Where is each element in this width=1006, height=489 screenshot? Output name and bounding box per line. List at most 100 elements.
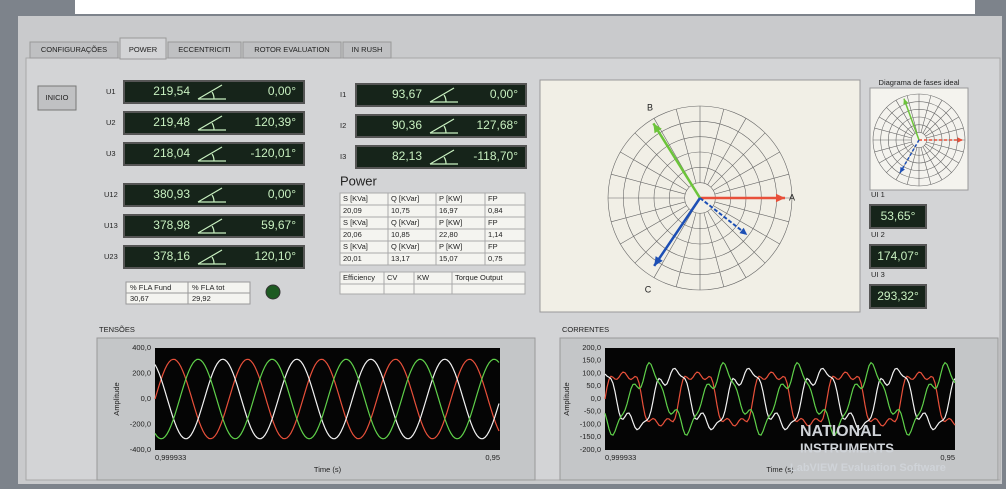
indicator-label: I3 bbox=[340, 152, 346, 161]
indicator-angle: 120,10° bbox=[254, 249, 296, 263]
indicator-angle: 0,00° bbox=[268, 84, 296, 98]
efficiency-cell bbox=[414, 284, 452, 294]
fla-value: 30,67 bbox=[130, 294, 149, 303]
y-tick-label: -200,0 bbox=[130, 419, 151, 428]
y-tick-label: 0,0 bbox=[591, 394, 601, 403]
fla-header: % FLA Fund bbox=[130, 283, 171, 292]
angle-indicator-value: 53,65° bbox=[881, 209, 916, 223]
power-cell-text: FP bbox=[488, 218, 498, 227]
tab-label: ECCENTRICITI bbox=[178, 45, 231, 54]
indicator-label: U3 bbox=[106, 149, 116, 158]
indicator-magnitude: 93,67 bbox=[392, 87, 422, 101]
phasor-label: A bbox=[789, 192, 795, 202]
ideal-title: Diagrama de fases ideal bbox=[879, 78, 960, 87]
indicator-angle: -118,70° bbox=[473, 149, 518, 163]
indicator-angle: 127,68° bbox=[476, 118, 518, 132]
y-tick-label: 0,0 bbox=[141, 394, 151, 403]
status-led bbox=[266, 285, 280, 299]
indicator-magnitude: 218,04 bbox=[153, 146, 190, 160]
indicator-magnitude: 378,16 bbox=[153, 249, 190, 263]
x-tick-label: 0,999933 bbox=[155, 453, 186, 462]
y-tick-label: -150,0 bbox=[580, 432, 601, 441]
x-axis-label: Time (s) bbox=[314, 465, 342, 474]
power-cell-text: FP bbox=[488, 194, 498, 203]
y-tick-label: -400,0 bbox=[130, 445, 151, 454]
phasor-label: B bbox=[647, 102, 653, 112]
angle-indicator-label: UI 1 bbox=[871, 190, 885, 199]
indicator-angle: 120,39° bbox=[254, 115, 296, 129]
power-cell-text: S [KVa] bbox=[343, 194, 368, 203]
indicator-magnitude: 378,98 bbox=[153, 218, 190, 232]
indicator-label: I2 bbox=[340, 121, 346, 130]
indicator-angle: 0,00° bbox=[490, 87, 518, 101]
efficiency-header: CV bbox=[387, 273, 397, 282]
power-cell-text: Q [KVar] bbox=[391, 194, 419, 203]
power-cell-text: 15,07 bbox=[439, 254, 458, 263]
power-cell-text: S [KVa] bbox=[343, 218, 368, 227]
efficiency-header: Efficiency bbox=[343, 273, 375, 282]
indicator-label: U23 bbox=[104, 252, 118, 261]
angle-indicator-label: UI 2 bbox=[871, 230, 885, 239]
indicator-label: U12 bbox=[104, 190, 118, 199]
y-tick-label: 100,0 bbox=[582, 368, 601, 377]
y-tick-label: 150,0 bbox=[582, 356, 601, 365]
power-cell-text: 22,80 bbox=[439, 230, 458, 239]
indicator-magnitude: 380,93 bbox=[153, 187, 190, 201]
y-tick-label: 400,0 bbox=[132, 343, 151, 352]
x-tick-label: 0,95 bbox=[485, 453, 500, 462]
y-tick-label: 50,0 bbox=[586, 381, 601, 390]
indicator-label: U13 bbox=[104, 221, 118, 230]
indicator-label: U2 bbox=[106, 118, 116, 127]
power-cell-text: 10,75 bbox=[391, 206, 410, 215]
watermark: LabVIEW Evaluation Software bbox=[790, 462, 946, 474]
power-cell-text: 1,14 bbox=[488, 230, 503, 239]
fla-value: 29,92 bbox=[192, 294, 211, 303]
x-tick-label: 0,999933 bbox=[605, 453, 636, 462]
tab-label: ROTOR EVALUATION bbox=[254, 45, 329, 54]
indicator-magnitude: 82,13 bbox=[392, 149, 422, 163]
angle-indicator-label: UI 3 bbox=[871, 270, 885, 279]
page: {"tabs": ["CONFIGURAÇÕES", "POWER", "ECC… bbox=[0, 0, 1006, 489]
y-tick-label: 200,0 bbox=[132, 368, 151, 377]
tab-label: POWER bbox=[129, 45, 158, 54]
power-cell-text: 16,97 bbox=[439, 206, 458, 215]
power-cell-text: P [KW] bbox=[439, 218, 462, 227]
indicator-magnitude: 90,36 bbox=[392, 118, 422, 132]
efficiency-header: KW bbox=[417, 273, 430, 282]
power-cell-text: 20,01 bbox=[343, 254, 362, 263]
efficiency-cell bbox=[452, 284, 525, 294]
y-axis-label: Amplitude bbox=[112, 382, 121, 415]
phasor-label: C bbox=[645, 284, 652, 294]
y-tick-label: -50,0 bbox=[584, 407, 601, 416]
graph-plot bbox=[605, 348, 955, 450]
graph-title: TENSÕES bbox=[99, 325, 135, 334]
x-tick-label: 0,95 bbox=[940, 453, 955, 462]
y-axis-label: Amplitude bbox=[562, 382, 571, 415]
start-button-label: INICIO bbox=[46, 93, 69, 102]
efficiency-header: Torque Output bbox=[455, 273, 503, 282]
y-tick-label: -200,0 bbox=[580, 445, 601, 454]
watermark: INSTRUMENTS bbox=[800, 440, 894, 455]
power-cell-text: 0,84 bbox=[488, 206, 503, 215]
indicator-label: U1 bbox=[106, 87, 116, 96]
screen: CONFIGURAÇÕESPOWERECCENTRICITIROTOR EVAL… bbox=[0, 0, 1006, 489]
indicator-magnitude: 219,54 bbox=[153, 84, 190, 98]
power-cell-text: Q [KVar] bbox=[391, 218, 419, 227]
power-title: Power bbox=[340, 173, 378, 188]
indicator-angle: 0,00° bbox=[268, 187, 296, 201]
efficiency-cell bbox=[384, 284, 414, 294]
power-cell-text: 13,17 bbox=[391, 254, 410, 263]
power-cell-text: FP bbox=[488, 242, 498, 251]
power-cell-text: P [KW] bbox=[439, 194, 462, 203]
power-cell-text: 20,09 bbox=[343, 206, 362, 215]
y-tick-label: -100,0 bbox=[580, 419, 601, 428]
power-cell-text: 0,75 bbox=[488, 254, 503, 263]
indicator-label: I1 bbox=[340, 90, 346, 99]
angle-indicator-value: 293,32° bbox=[877, 289, 919, 303]
power-cell-text: 10,85 bbox=[391, 230, 410, 239]
indicator-magnitude: 219,48 bbox=[153, 115, 190, 129]
power-cell-text: Q [KVar] bbox=[391, 242, 419, 251]
fla-header: % FLA tot bbox=[192, 283, 225, 292]
watermark: NATIONAL bbox=[800, 423, 882, 440]
top-strip bbox=[75, 0, 975, 14]
